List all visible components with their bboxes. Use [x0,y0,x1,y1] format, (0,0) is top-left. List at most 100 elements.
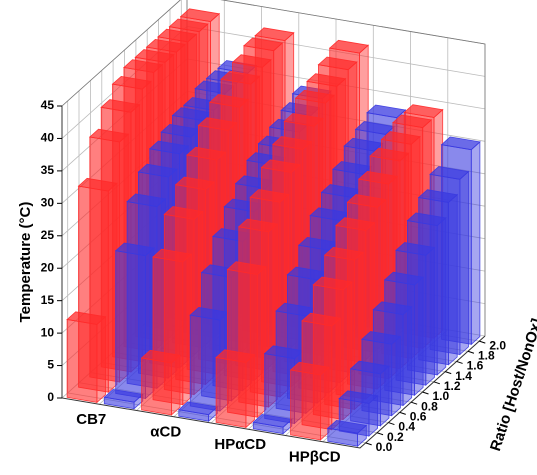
x-tick-label: HPαCD [214,436,266,453]
y-tick-label: 0.2 [387,430,404,444]
y-tick [433,381,441,385]
y-tick [365,442,372,446]
bar-top [66,311,107,325]
bar-top [126,193,167,208]
y-tick-label: 0.4 [398,420,415,434]
bar-top [145,38,186,53]
y-tick-label: 1.4 [455,369,472,383]
z-tick-label: 40 [41,131,55,145]
bar-top [249,189,290,203]
y-tick-label: 1.8 [478,348,495,362]
bar-top [440,136,481,151]
bar-top [372,301,413,316]
bar-top [260,159,301,173]
bar-top [328,39,370,54]
bar [215,349,256,429]
bar-top [123,59,164,73]
bar [66,311,107,404]
bar-top [137,163,178,178]
y-tick [467,350,475,354]
bar-top [208,94,250,108]
bar-top [335,217,376,231]
y-tick [479,340,486,344]
z-tick-label: 30 [41,196,55,210]
bar-top [406,212,447,227]
bar-top [163,206,204,220]
y-tick [399,411,406,415]
bar-top [357,170,399,185]
bar-top [197,117,238,131]
z-tick-label: 35 [41,163,55,177]
z-tick-label: 10 [41,325,55,339]
z-tick-label: 25 [41,228,55,242]
bar-front [189,314,221,412]
y-tick [388,422,395,426]
bar-top [174,176,215,191]
bar [289,361,330,441]
bar-top [243,37,284,52]
bar-top [179,8,221,23]
bar [140,349,181,416]
y-tick-label: 0.0 [376,440,393,454]
bar-top [380,131,421,145]
bar [326,419,368,448]
x-tick-label: CB7 [76,411,106,428]
bar-front [215,357,247,428]
bar-top [134,49,175,63]
bar-side [379,365,390,427]
bar-top [148,140,190,155]
bar-top [152,248,193,263]
bar-top [417,189,459,203]
y-tick-label: 2.0 [489,338,506,352]
bar-top [317,56,358,71]
bar-top [220,70,261,85]
y-tick-label: 1.2 [444,379,461,393]
bar-top [226,261,267,275]
y-tick [410,401,418,405]
y-tick [456,360,463,364]
bar-side [170,354,181,416]
y-axis-label: Ratio [Host/NonOx] [487,316,537,453]
bar-side [459,170,469,356]
bar-top [392,114,433,129]
bar-top [294,89,335,104]
bar-top [312,276,353,291]
bar-top [157,28,198,43]
bar-top [403,104,444,118]
y-tick-label: 0.8 [421,399,438,413]
bar-side [245,353,255,429]
bar-top [289,361,330,376]
bar-top [140,349,181,364]
y-tick [376,432,384,436]
bar-top [254,27,295,42]
z-tick-label: 0 [47,390,54,404]
bar-front [290,369,321,441]
bar-side [470,140,481,346]
bar-top [383,271,424,286]
bar-side [391,335,401,417]
z-tick-label: 45 [41,98,55,112]
z-tick-label: 15 [41,293,55,307]
y-tick [445,371,452,375]
axis-frame [61,0,486,336]
bar-front [264,353,295,424]
bar-top [301,312,342,327]
bar-side [425,246,435,386]
bar-top [77,177,118,192]
bar-top [395,242,436,256]
z-tick-label: 20 [41,260,55,274]
y-tick-label: 1.0 [433,389,450,403]
bar [252,413,293,435]
bar-front [141,357,172,416]
bar-side [402,305,413,407]
bar-top [215,349,256,363]
bar-top [168,18,209,33]
bar-top [326,419,368,434]
bar-top [272,136,313,150]
bar-top [429,166,470,180]
z-axis-label: Temperature (°C) [17,202,34,323]
bar-top [111,75,152,90]
bar-top [231,54,272,68]
bar-top [323,246,364,261]
